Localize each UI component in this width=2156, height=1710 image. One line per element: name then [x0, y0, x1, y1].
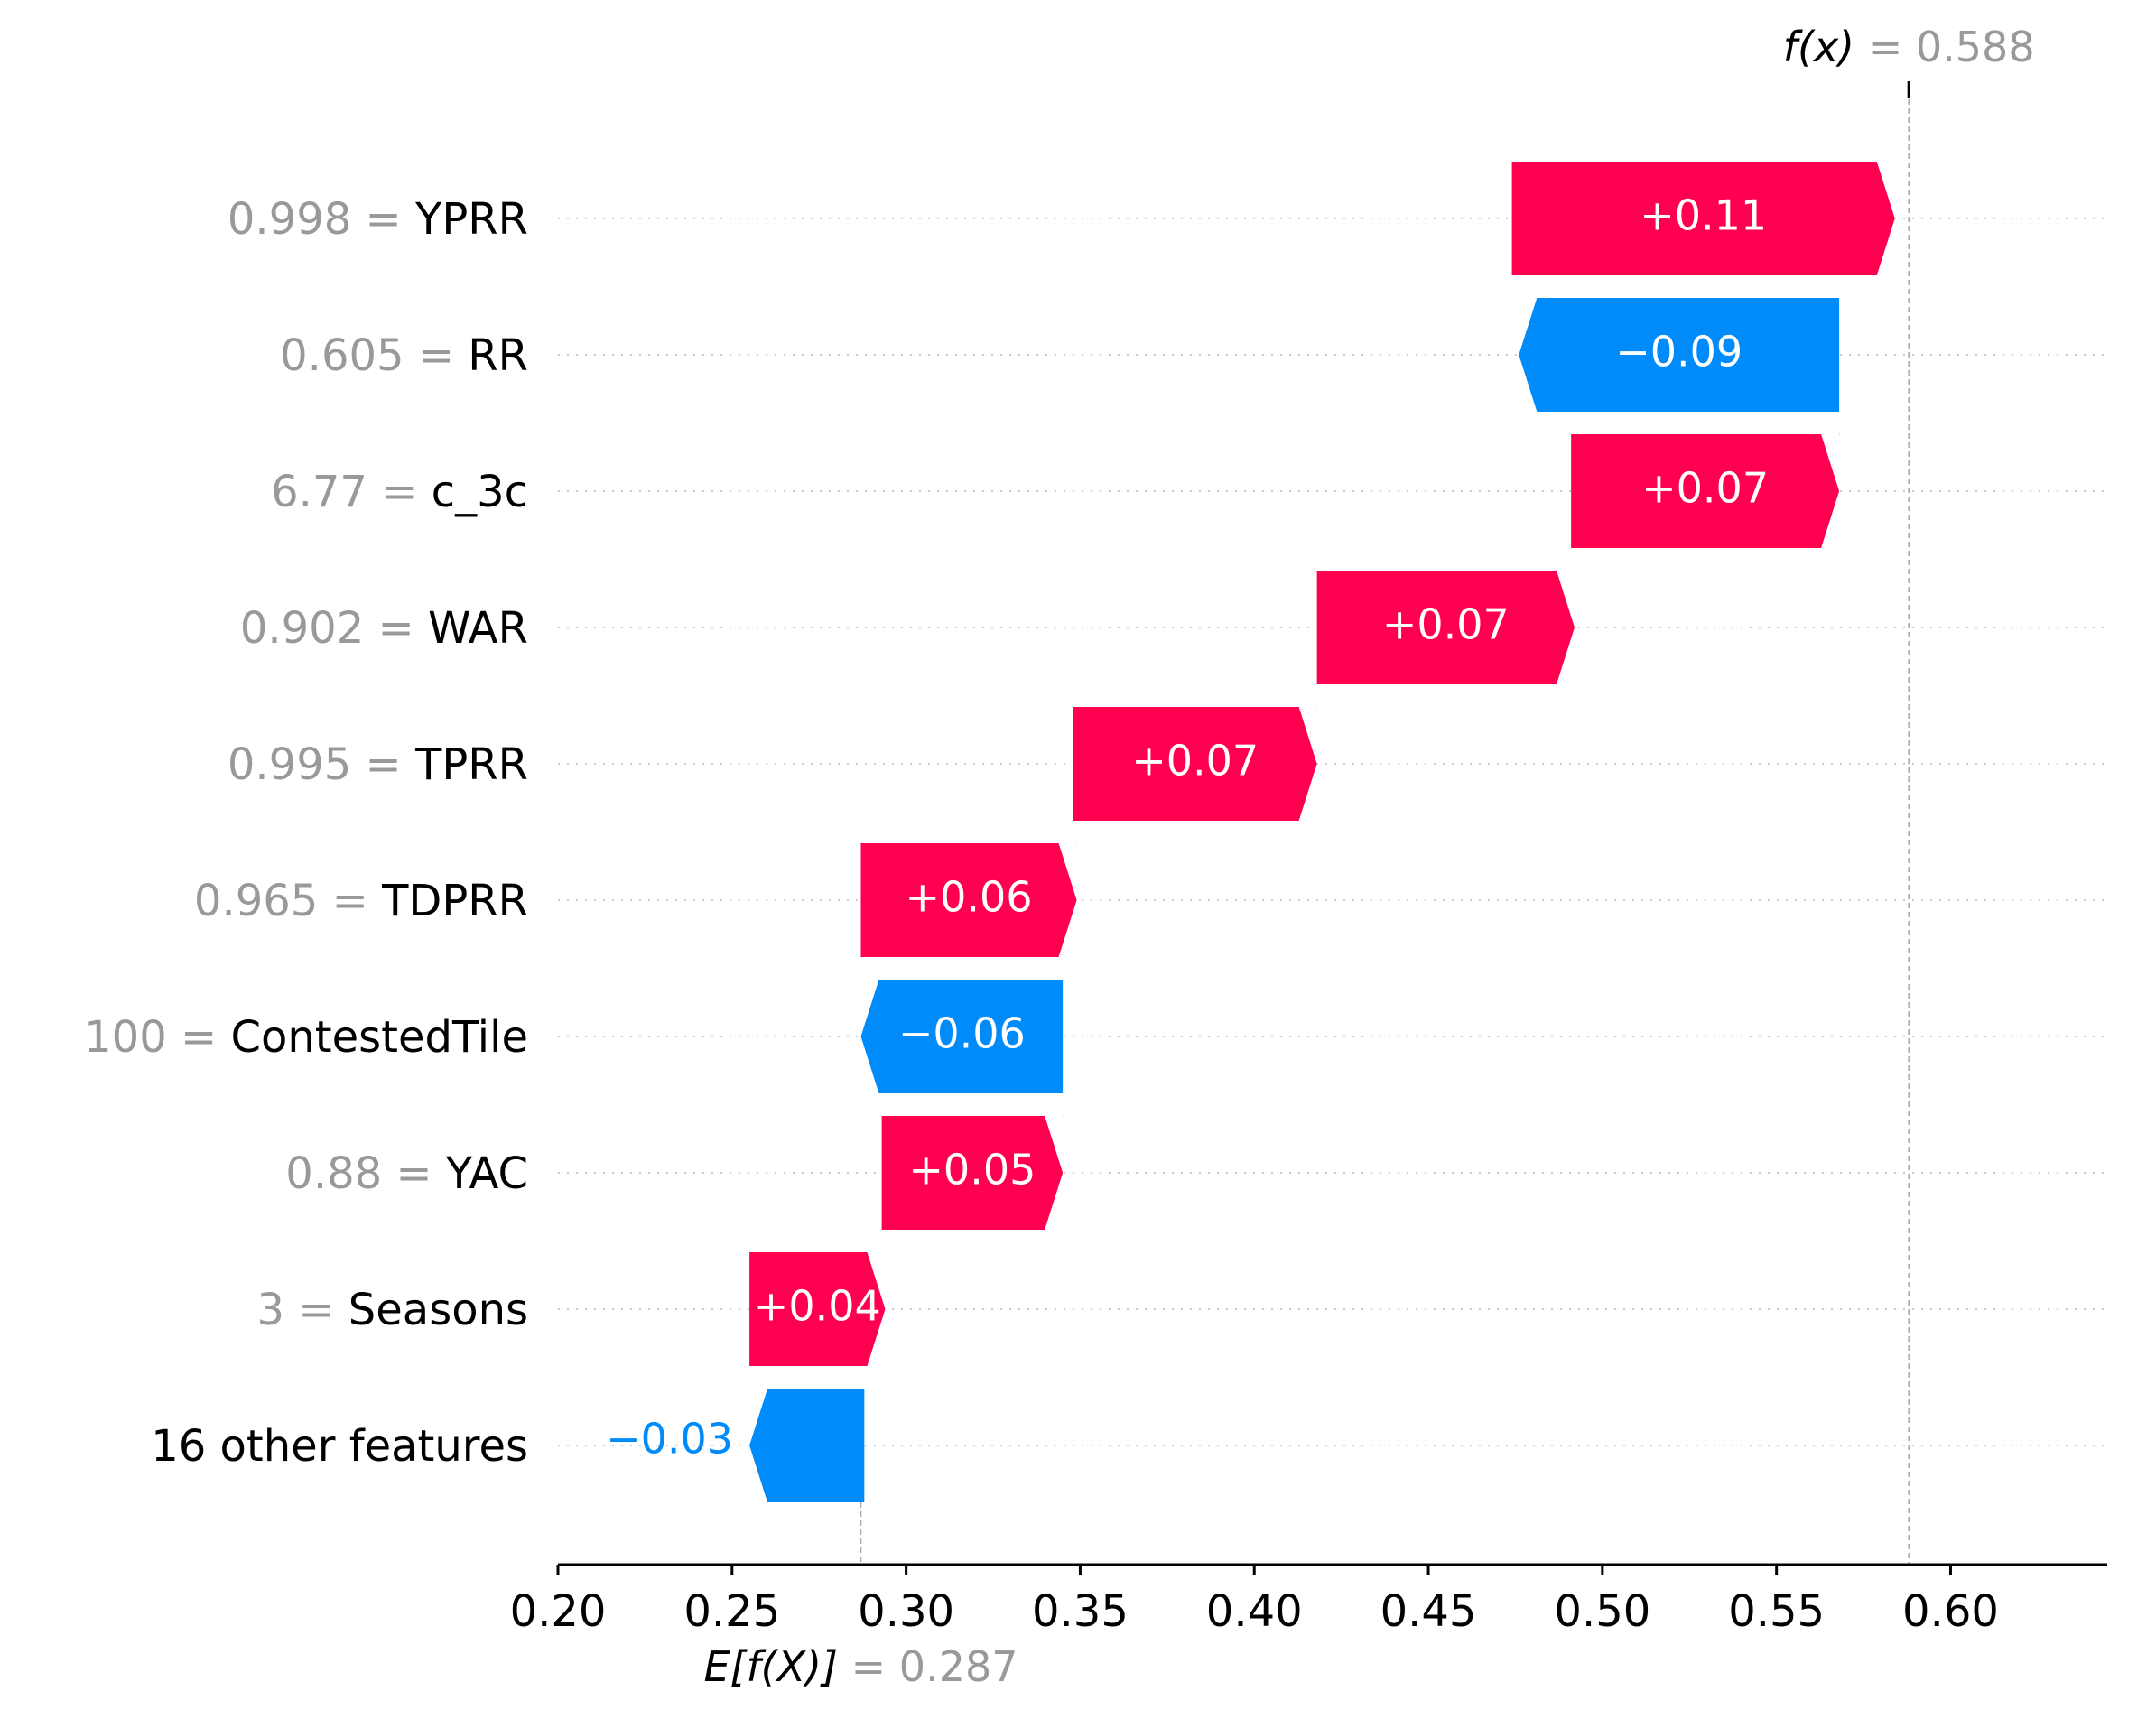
feature-value: 100 =: [84, 1012, 230, 1063]
bar-value-label: −0.09: [1615, 328, 1742, 376]
bar-positive: [881, 1116, 1064, 1230]
x-axis: 0.20 0.25 0.30 0.35 0.40 0.45 0.50 0.55 0.60: [510, 1563, 2107, 1637]
feature-value: 0.995 =: [228, 739, 415, 790]
feature-label: 6.77 = c_3c: [271, 467, 528, 517]
feature-value: 0.902 =: [240, 603, 428, 654]
x-tick-label: 0.20: [510, 1586, 607, 1637]
feature-name: YAC: [445, 1148, 528, 1199]
feature-value: 0.88 =: [285, 1148, 446, 1199]
feature-name: TPRR: [414, 739, 528, 790]
feature-value: 0.965 =: [194, 876, 382, 926]
x-tick-label: 0.40: [1206, 1586, 1303, 1637]
x-tick-label: 0.45: [1380, 1586, 1477, 1637]
bar-value-label: +0.07: [1641, 464, 1769, 513]
bar-value-label: +0.07: [1382, 600, 1510, 649]
feature-name: Seasons: [348, 1285, 528, 1335]
x-tick-label: 0.60: [1902, 1586, 1999, 1637]
bar-value-label: +0.04: [754, 1282, 881, 1331]
bar-negative: [1519, 298, 1840, 412]
connector-lines: [860, 81, 1910, 1565]
feature-label: 0.965 = TDPRR: [194, 876, 528, 926]
feature-labels: 0.998 = YPRR 0.605 = RR 6.77 = c_3c 0.902 =…: [84, 194, 528, 1472]
feature-value: 0.998 =: [228, 194, 415, 245]
feature-label: 0.995 = TPRR: [228, 739, 528, 790]
feature-value: 6.77 =: [271, 467, 432, 517]
bars: +0.11 −0.09 +0.07 +0.07 +0.07 +0.06 −0.06 +0.05…: [606, 162, 1895, 1502]
feature-label: 0.902 = WAR: [240, 603, 528, 654]
x-tick-label: 0.55: [1728, 1586, 1825, 1637]
bar-value-label: −0.03: [606, 1415, 733, 1464]
output-value-label: f(x) = 0.588: [1783, 23, 2035, 71]
feature-name: c_3c: [432, 467, 528, 517]
feature-name: WAR: [428, 603, 528, 654]
bar-value-label: +0.07: [1131, 737, 1259, 785]
base-value: = 0.287: [851, 1642, 1018, 1691]
bar-positive: [749, 1252, 886, 1366]
bar-positive: [1571, 434, 1840, 548]
feature-label: 0.88 = YAC: [285, 1148, 528, 1199]
feature-name: ContestedTile: [230, 1012, 528, 1063]
feature-value: 0.605 =: [280, 330, 468, 381]
feature-value: 3 =: [257, 1285, 348, 1335]
bar-value-label: −0.06: [898, 1009, 1026, 1058]
bar-value-label: +0.11: [1640, 191, 1767, 240]
bar-negative: [860, 980, 1064, 1093]
feature-label: 0.998 = YPRR: [228, 194, 528, 245]
output-value: = 0.588: [1868, 23, 2035, 71]
feature-name: RR: [468, 330, 528, 381]
bar-positive: [860, 843, 1077, 957]
feature-name: TDPRR: [381, 876, 528, 926]
feature-name: 16 other features: [151, 1421, 528, 1472]
bar-positive: [1316, 571, 1575, 684]
annotations: f(x) = 0.588 E[f(X)] = 0.287: [703, 23, 2034, 1691]
feature-label: 3 = Seasons: [257, 1285, 529, 1335]
bar-value-label: +0.06: [906, 873, 1033, 922]
output-symbol: f(x): [1783, 23, 1868, 71]
feature-name: YPRR: [414, 194, 528, 245]
bar-value-label: +0.05: [908, 1146, 1036, 1194]
feature-label: 16 other features: [151, 1421, 528, 1472]
x-tick-label: 0.35: [1032, 1586, 1129, 1637]
x-tick-label: 0.25: [683, 1586, 780, 1637]
bar-negative: [749, 1389, 865, 1502]
feature-label: 0.605 = RR: [280, 330, 528, 381]
base-value-label: E[f(X)] = 0.287: [703, 1642, 1018, 1691]
base-symbol: E[f(X)]: [703, 1642, 850, 1691]
feature-label: 100 = ContestedTile: [84, 1012, 528, 1063]
bar-positive: [1073, 707, 1317, 821]
x-tick-label: 0.30: [858, 1586, 954, 1637]
bar-positive: [1511, 162, 1895, 275]
x-tick-label: 0.50: [1554, 1586, 1650, 1637]
